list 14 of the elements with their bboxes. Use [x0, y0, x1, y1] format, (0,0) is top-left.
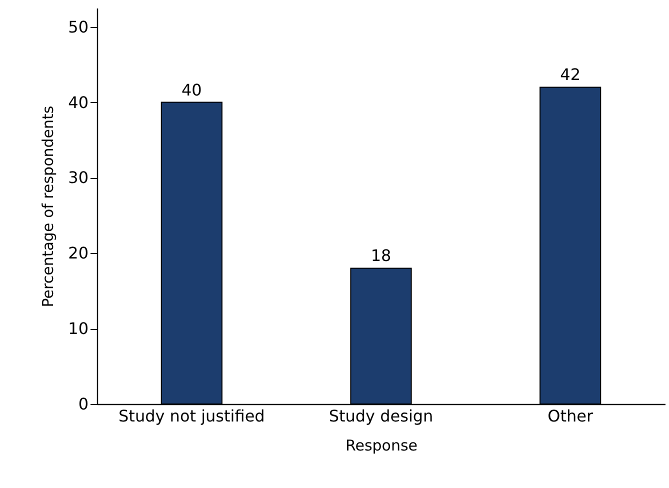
- data-label: 18: [370, 246, 392, 266]
- y-tick-label: 10: [68, 319, 88, 338]
- data-label: 42: [560, 65, 581, 84]
- x-tick-label: Study design: [328, 406, 434, 426]
- y-tick-label: 20: [68, 244, 88, 263]
- x-tick-label: Other: [548, 406, 594, 426]
- data-label: 40: [181, 80, 202, 100]
- x-axis-title: Response: [345, 436, 418, 454]
- y-tick-label: 50: [68, 17, 88, 36]
- y-tick-label: 40: [68, 92, 88, 112]
- y-tick-label: 0: [78, 394, 88, 414]
- x-tick-label: Study not justified: [118, 406, 265, 426]
- y-axis-title: Percentage of respondents: [39, 106, 58, 308]
- y-tick-label: 30: [68, 168, 88, 188]
